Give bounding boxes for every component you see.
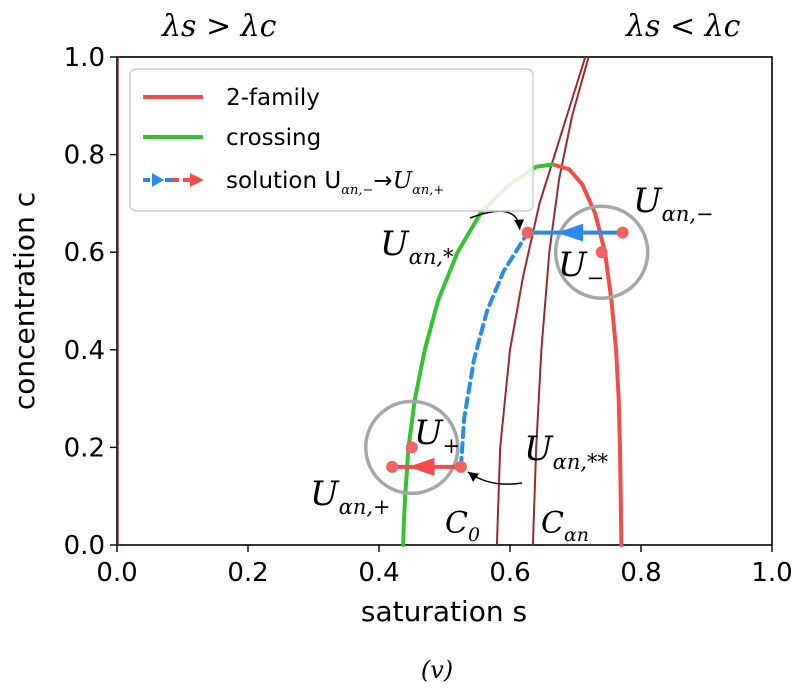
x-tick-label-1: 0.2 [227,558,268,588]
highlight-circle-0 [553,204,650,300]
y-tick-label-5: 1.0 [64,43,105,73]
legend-box [129,68,534,212]
series-line-2 [458,230,530,469]
y-tick-label-1: 0.2 [64,433,105,463]
point-U_an_minus [616,226,629,239]
point-U_minus [595,246,608,259]
markers-layer [364,204,650,496]
label-U-an-minus: Uαn,− [633,181,714,226]
point-U_an_plus [386,460,399,473]
legend: 2-family crossing solution Uαn,−→Uαn,+ [129,68,534,212]
point-U_plus [405,441,418,454]
x-tick-label-4: 0.8 [620,558,661,588]
plot-frame [116,56,773,546]
x-tick-label-5: 1.0 [751,558,792,588]
y-tick-label-0: 0.0 [64,531,105,561]
label-U-an-starstar: Uαn,** [524,429,609,474]
legend-entry-2-family: 2-family [226,85,320,111]
figure-caption: (v) [421,656,453,684]
jump-arrow-head-0 [557,223,584,242]
y-tick-label-4: 0.8 [64,141,105,171]
legend-entry-solution: solution Uαn,−→Uαn,+ [226,168,444,198]
point-U_an_star [521,226,534,239]
pointer-arrow-starstar-head [467,471,479,482]
y-tick-label-3: 0.6 [64,238,105,268]
label-C0: C0 [445,506,480,546]
y-tick-label-2: 0.4 [64,336,105,366]
x-tick-label-2: 0.4 [358,558,399,588]
x-axis-label: saturation s [361,595,527,628]
label-C-an: Cαn [541,506,589,546]
region-label-left: λs > λc [161,9,277,44]
highlight-circle-1 [364,399,460,496]
series-line-1 [401,162,555,547]
point-labels-layer: Uαn,− Uαn,* U− U+ Uαn,+ Uαn,** C0 Cαn [310,181,714,546]
pointer-arrow-star-head [514,219,525,230]
legend-entry-crossing: crossing [226,125,321,151]
y-axis-label: concentration c [8,192,41,410]
label-U-minus: U− [558,245,604,290]
x-tick-label-0: 0.0 [96,558,137,588]
boundary-curve-1 [531,56,590,546]
label-U-an-plus: Uαn,+ [310,474,391,519]
label-U-plus: U+ [414,413,460,458]
boundary-curve-0 [495,56,587,546]
axis-ticks: 0.0 0.2 0.4 0.6 0.8 1.0 0.0 0.2 0.4 0.6 0.8 1.0 [64,43,793,588]
series-line-0 [550,162,624,547]
legend-swatch-solution [143,173,204,187]
label-U-an-star: Uαn,* [380,224,454,269]
jump-arrow-head-1 [408,457,435,476]
point-U_an_starstar [454,460,467,473]
x-tick-label-3: 0.6 [489,558,530,588]
region-label-right: λs < λc [625,9,741,44]
